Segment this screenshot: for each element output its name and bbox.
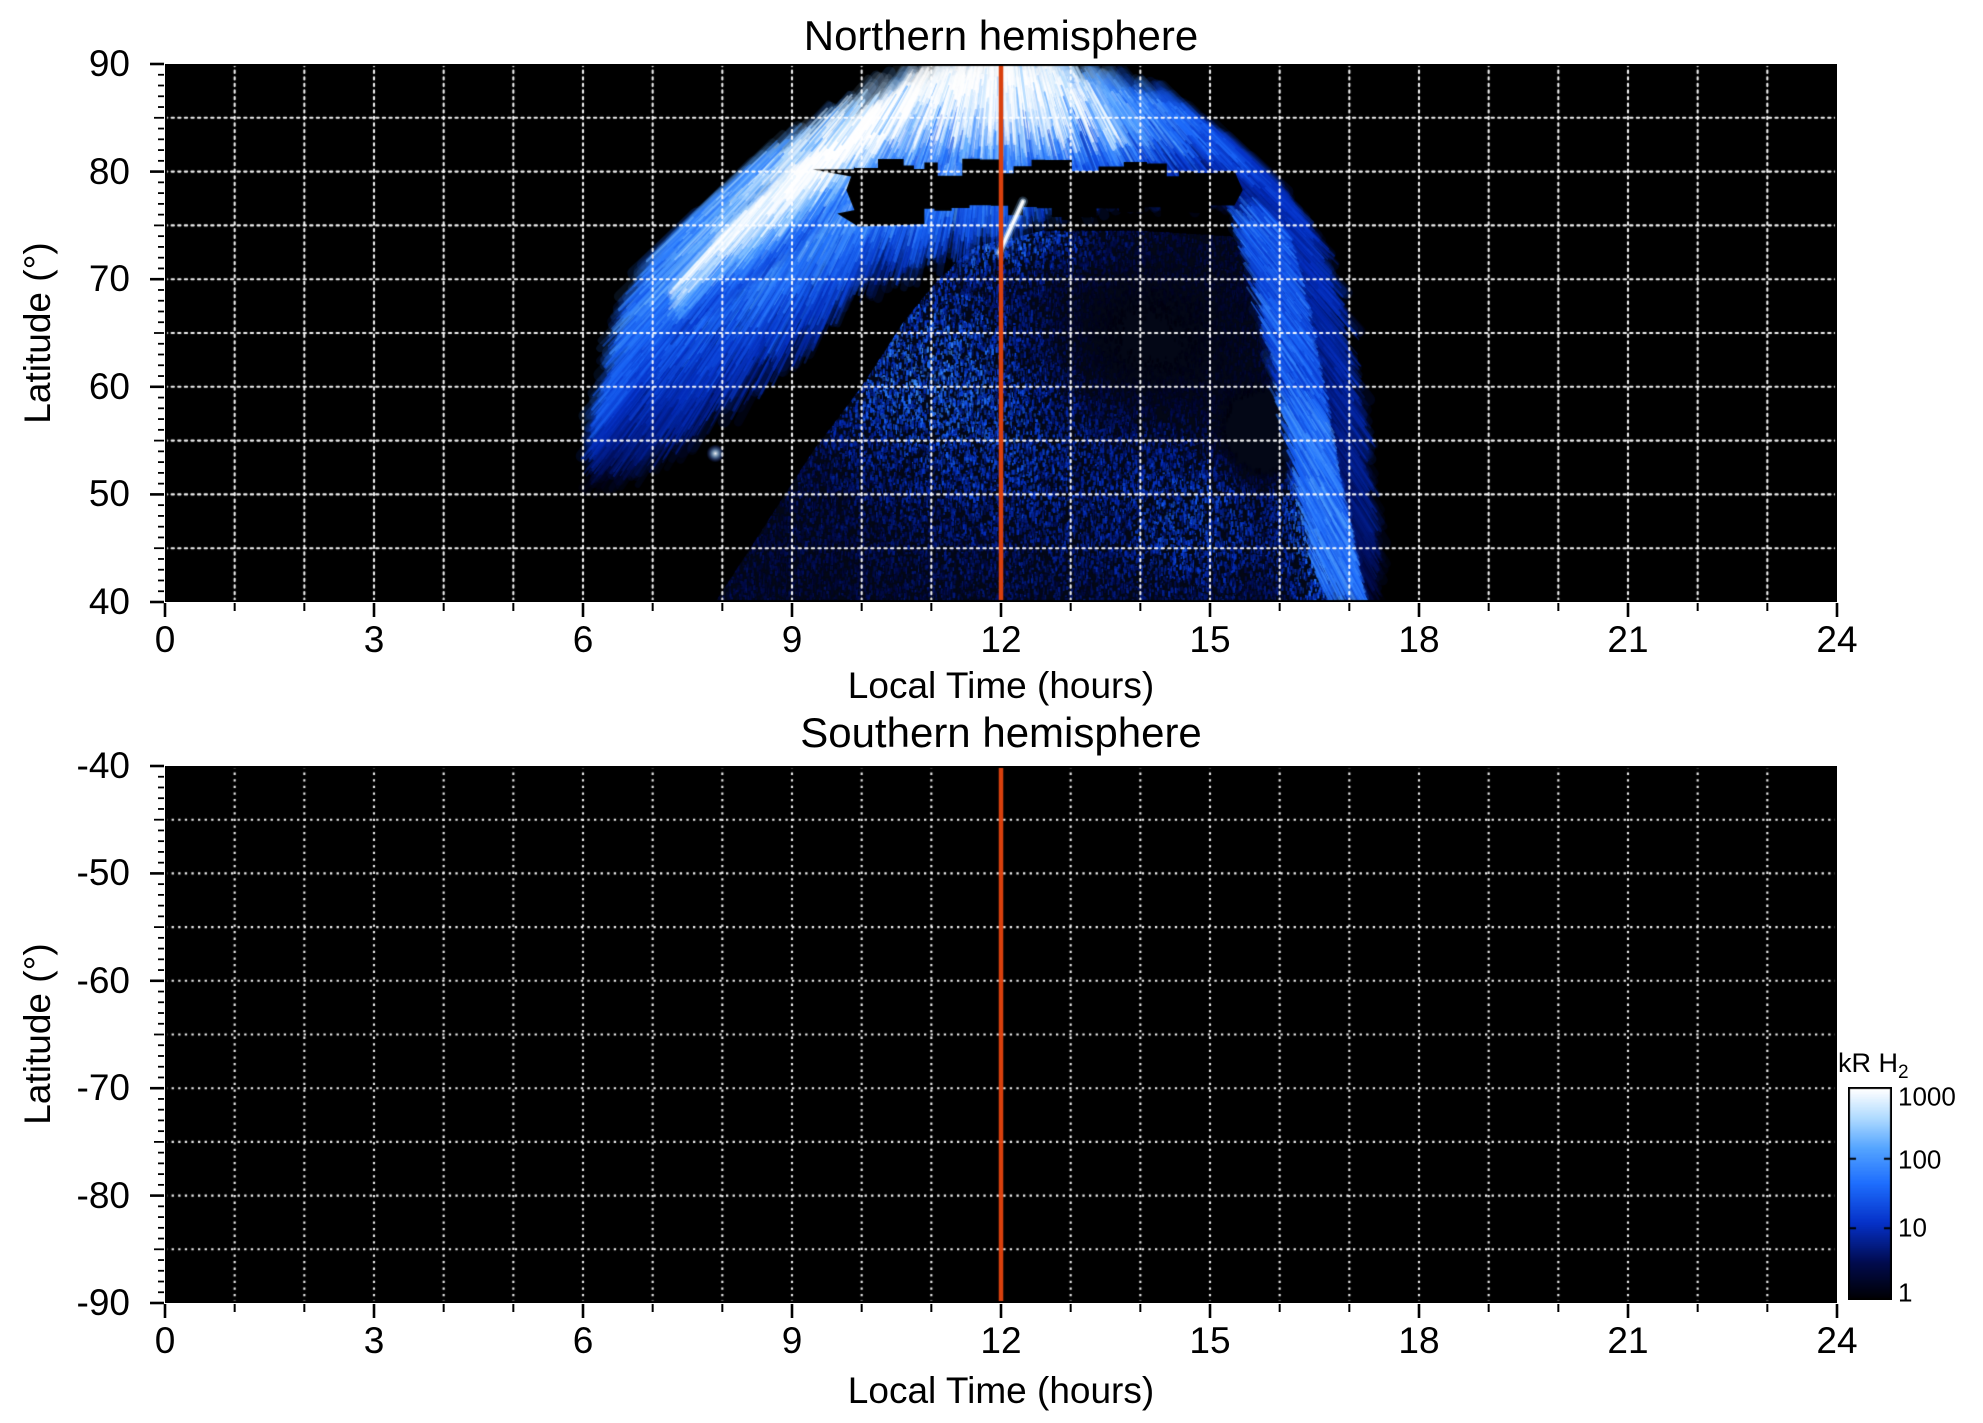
x-tick-label: 3 [363,619,385,660]
colorbar-tick-label: 1000 [1898,1081,1956,1112]
south-panel-canvas [165,766,1837,1303]
x-tick-label: 0 [154,619,176,660]
colorbar-title-text: kR H [1838,1047,1898,1078]
north-x-axis-label: Local Time (hours) [847,665,1155,706]
y-tick-label: 80 [88,150,130,192]
x-tick-label: 18 [1398,1320,1440,1361]
y-tick-label: -90 [76,1282,130,1323]
x-tick-label: 3 [363,1320,385,1361]
y-tick-label: -70 [76,1067,130,1109]
south-x-axis-label: Local Time (hours) [847,1370,1155,1411]
x-tick-label: 24 [1816,1320,1858,1361]
north-panel-title: Northern hemisphere [803,12,1199,59]
x-tick-label: 12 [980,1320,1022,1361]
x-tick-label: 21 [1607,1320,1649,1361]
y-tick-label: 90 [88,43,130,84]
y-tick-label: 50 [88,473,130,515]
colorbar-tick-label: 100 [1898,1144,1942,1175]
colorbar-tick-label: 10 [1898,1212,1927,1243]
x-tick-label: 15 [1189,619,1231,660]
y-tick-label: -50 [76,852,130,894]
x-tick-label: 6 [572,619,594,660]
y-tick-label: 60 [88,365,130,407]
y-tick-label: -60 [76,959,130,1001]
x-tick-label: 6 [572,1320,594,1361]
x-tick-label: 12 [980,619,1022,660]
x-tick-label: 9 [781,619,803,660]
south-panel-title: Southern hemisphere [800,709,1202,756]
y-tick-label: 40 [88,581,130,622]
x-tick-label: 24 [1816,619,1858,660]
x-tick-label: 9 [781,1320,803,1361]
colorbar-tick-label: 1 [1898,1277,1913,1308]
x-tick-label: 0 [154,1320,176,1361]
north-panel-canvas [165,64,1837,602]
y-tick-label: 70 [88,258,130,300]
x-tick-label: 21 [1607,619,1649,660]
colorbar-title-subscript: 2 [1898,1062,1909,1084]
colorbar-title: kR H2 [1838,1048,1909,1084]
x-tick-label: 15 [1189,1320,1231,1361]
x-tick-label: 18 [1398,619,1440,660]
colorbar-canvas [1848,1087,1892,1300]
y-tick-label: -40 [76,745,130,786]
y-tick-label: -80 [76,1174,130,1216]
